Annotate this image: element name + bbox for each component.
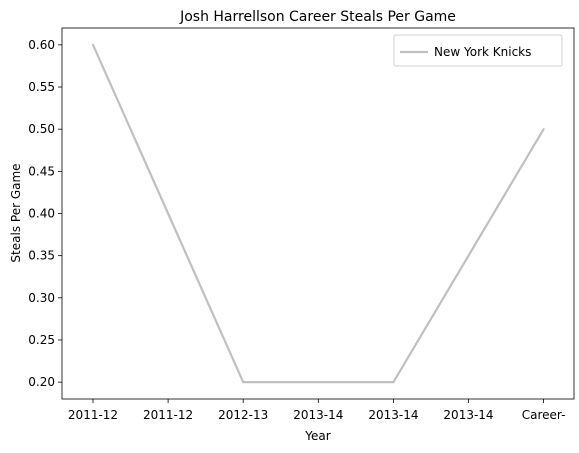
y-tick-label: 0.45: [28, 164, 55, 178]
y-tick-label: 0.25: [28, 333, 55, 347]
x-tick-label: 2012-13: [218, 408, 268, 422]
x-tick-label: 2011-12: [143, 408, 193, 422]
y-tick-label: 0.40: [28, 207, 55, 221]
legend: New York Knicks: [393, 34, 563, 67]
x-tick-label: 2013-14: [368, 408, 418, 422]
y-tick-label: 0.35: [28, 249, 55, 263]
x-axis: 2011-12 2011-12 2012-13 2013-14 2013-14 2013-…: [68, 399, 566, 422]
y-tick-label: 0.30: [28, 291, 55, 305]
y-axis-label: Steals Per Game: [9, 163, 23, 262]
chart-title: Josh Harrellson Career Steals Per Game: [179, 9, 456, 25]
plot-area: [61, 27, 575, 400]
y-tick-label: 0.50: [28, 122, 55, 136]
y-tick-label: 0.20: [28, 375, 55, 389]
legend-label: New York Knicks: [434, 45, 531, 59]
x-tick-label: 2013-14: [293, 408, 343, 422]
y-axis: 0.20 0.25 0.30 0.35 0.40 0.45 0.50 0.55 0.60: [28, 38, 62, 389]
x-tick-label: 2011-12: [68, 408, 118, 422]
legend-box: [393, 34, 563, 67]
series-line-0: [91, 43, 545, 384]
x-tick-label: 2013-14: [443, 408, 493, 422]
y-tick-label: 0.55: [28, 80, 55, 94]
series-layer: [91, 43, 545, 384]
x-tick-label: Career-: [522, 408, 566, 422]
y-tick-label: 0.60: [28, 38, 55, 52]
x-axis-label: Year: [304, 429, 330, 443]
